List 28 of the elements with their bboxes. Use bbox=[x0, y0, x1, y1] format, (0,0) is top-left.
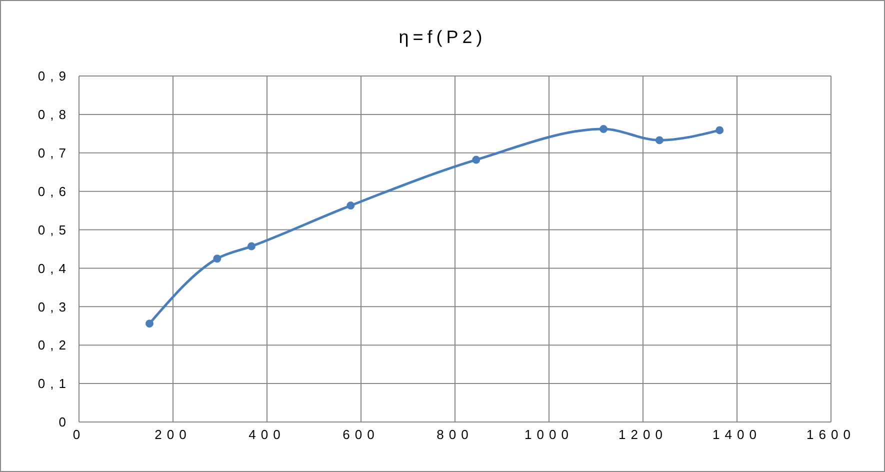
x-tick-label: 200 bbox=[154, 427, 192, 442]
y-tick-label: 0,2 bbox=[38, 338, 71, 353]
x-tick-label: 1400 bbox=[712, 427, 762, 442]
x-tick-label: 0 bbox=[72, 427, 86, 442]
point bbox=[346, 202, 355, 210]
point bbox=[655, 136, 664, 144]
y-tick-label: 0,3 bbox=[38, 299, 71, 314]
point bbox=[247, 242, 256, 250]
y-tick-label: 0,6 bbox=[38, 184, 71, 199]
x-tick-label: 400 bbox=[248, 427, 286, 442]
point bbox=[600, 125, 608, 134]
y-tick-label: 0,1 bbox=[38, 376, 71, 392]
x-tick-label: 1000 bbox=[524, 427, 574, 442]
y-tick-label: 0,7 bbox=[38, 146, 71, 161]
y-tick-label: 0,8 bbox=[38, 107, 71, 122]
y-tick-label: 0 bbox=[58, 414, 71, 430]
y-tick-label: 0,4 bbox=[38, 260, 71, 276]
point bbox=[472, 156, 480, 164]
chart-title: η=f(P2) bbox=[398, 27, 486, 47]
point bbox=[716, 126, 724, 134]
x-tick-label: 1600 bbox=[806, 427, 856, 442]
x-tick-label: 800 bbox=[436, 427, 474, 442]
x-tick-label: 600 bbox=[342, 427, 380, 442]
x-tick-label: 1200 bbox=[618, 427, 668, 442]
y-tick-label: 0,9 bbox=[38, 68, 71, 84]
y-tick-label: 0,5 bbox=[38, 222, 71, 238]
point bbox=[213, 254, 222, 263]
point bbox=[146, 320, 154, 328]
